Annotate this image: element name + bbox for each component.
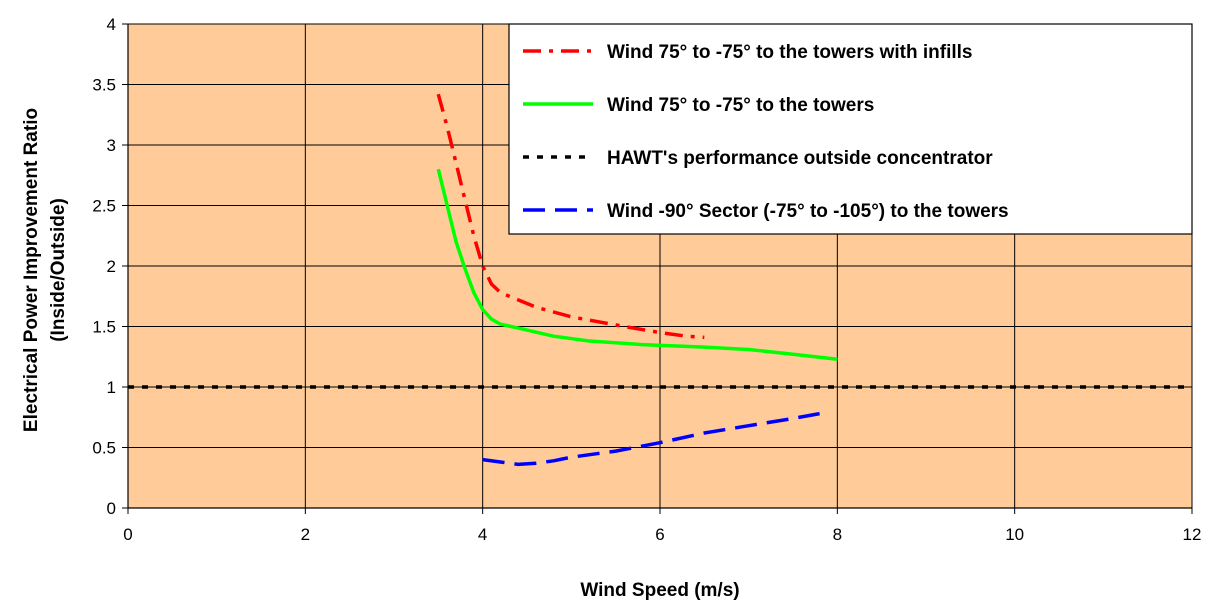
y-axis-title-line-1: Electrical Power Improvement Ratio bbox=[21, 108, 42, 432]
y-axis-ticks: 0 0.5 1 1.5 2 2.5 3 3.5 4 bbox=[92, 15, 128, 518]
y-tick-label: 2 bbox=[107, 257, 116, 276]
x-tick-label: 0 bbox=[123, 525, 132, 544]
x-tick-label: 12 bbox=[1183, 525, 1202, 544]
x-axis-ticks: 0 2 4 6 8 10 12 bbox=[123, 508, 1201, 544]
x-axis-title: Wind Speed (m/s) bbox=[580, 580, 739, 601]
y-tick-label: 2.5 bbox=[92, 197, 116, 216]
legend-label: Wind -90° Sector (-75° to -105°) to the … bbox=[607, 201, 1009, 222]
y-tick-label: 4 bbox=[107, 15, 116, 34]
legend-box bbox=[508, 23, 1193, 235]
y-axis-title-line-2: (Inside/Outside) bbox=[48, 198, 69, 342]
series-line-1 bbox=[436, 93, 705, 340]
legend-label: Wind 75° to -75° to the towers bbox=[607, 95, 874, 116]
y-tick-label: 0.5 bbox=[92, 439, 116, 458]
x-tick-label: 8 bbox=[833, 525, 842, 544]
x-tick-label: 2 bbox=[301, 525, 310, 544]
y-tick-label: 1 bbox=[107, 378, 116, 397]
x-tick-label: 4 bbox=[478, 525, 487, 544]
x-tick-label: 10 bbox=[1005, 525, 1024, 544]
series-line-4 bbox=[482, 411, 820, 467]
series-lines bbox=[128, 93, 1192, 467]
y-tick-label: 0 bbox=[107, 499, 116, 518]
y-axis-title: Electrical Power Improvement Ratio (Insi… bbox=[21, 108, 69, 432]
y-tick-label: 3 bbox=[107, 136, 116, 155]
series-line-2 bbox=[436, 168, 838, 361]
legend-label: Wind 75° to -75° to the towers with infi… bbox=[607, 42, 973, 63]
y-tick-label: 3.5 bbox=[92, 76, 116, 95]
legend-label: HAWT's performance outside concentrator bbox=[607, 148, 993, 169]
y-tick-label: 1.5 bbox=[92, 318, 116, 337]
legend: Wind 75° to -75° to the towers with infi… bbox=[508, 23, 1193, 235]
x-tick-label: 6 bbox=[655, 525, 664, 544]
